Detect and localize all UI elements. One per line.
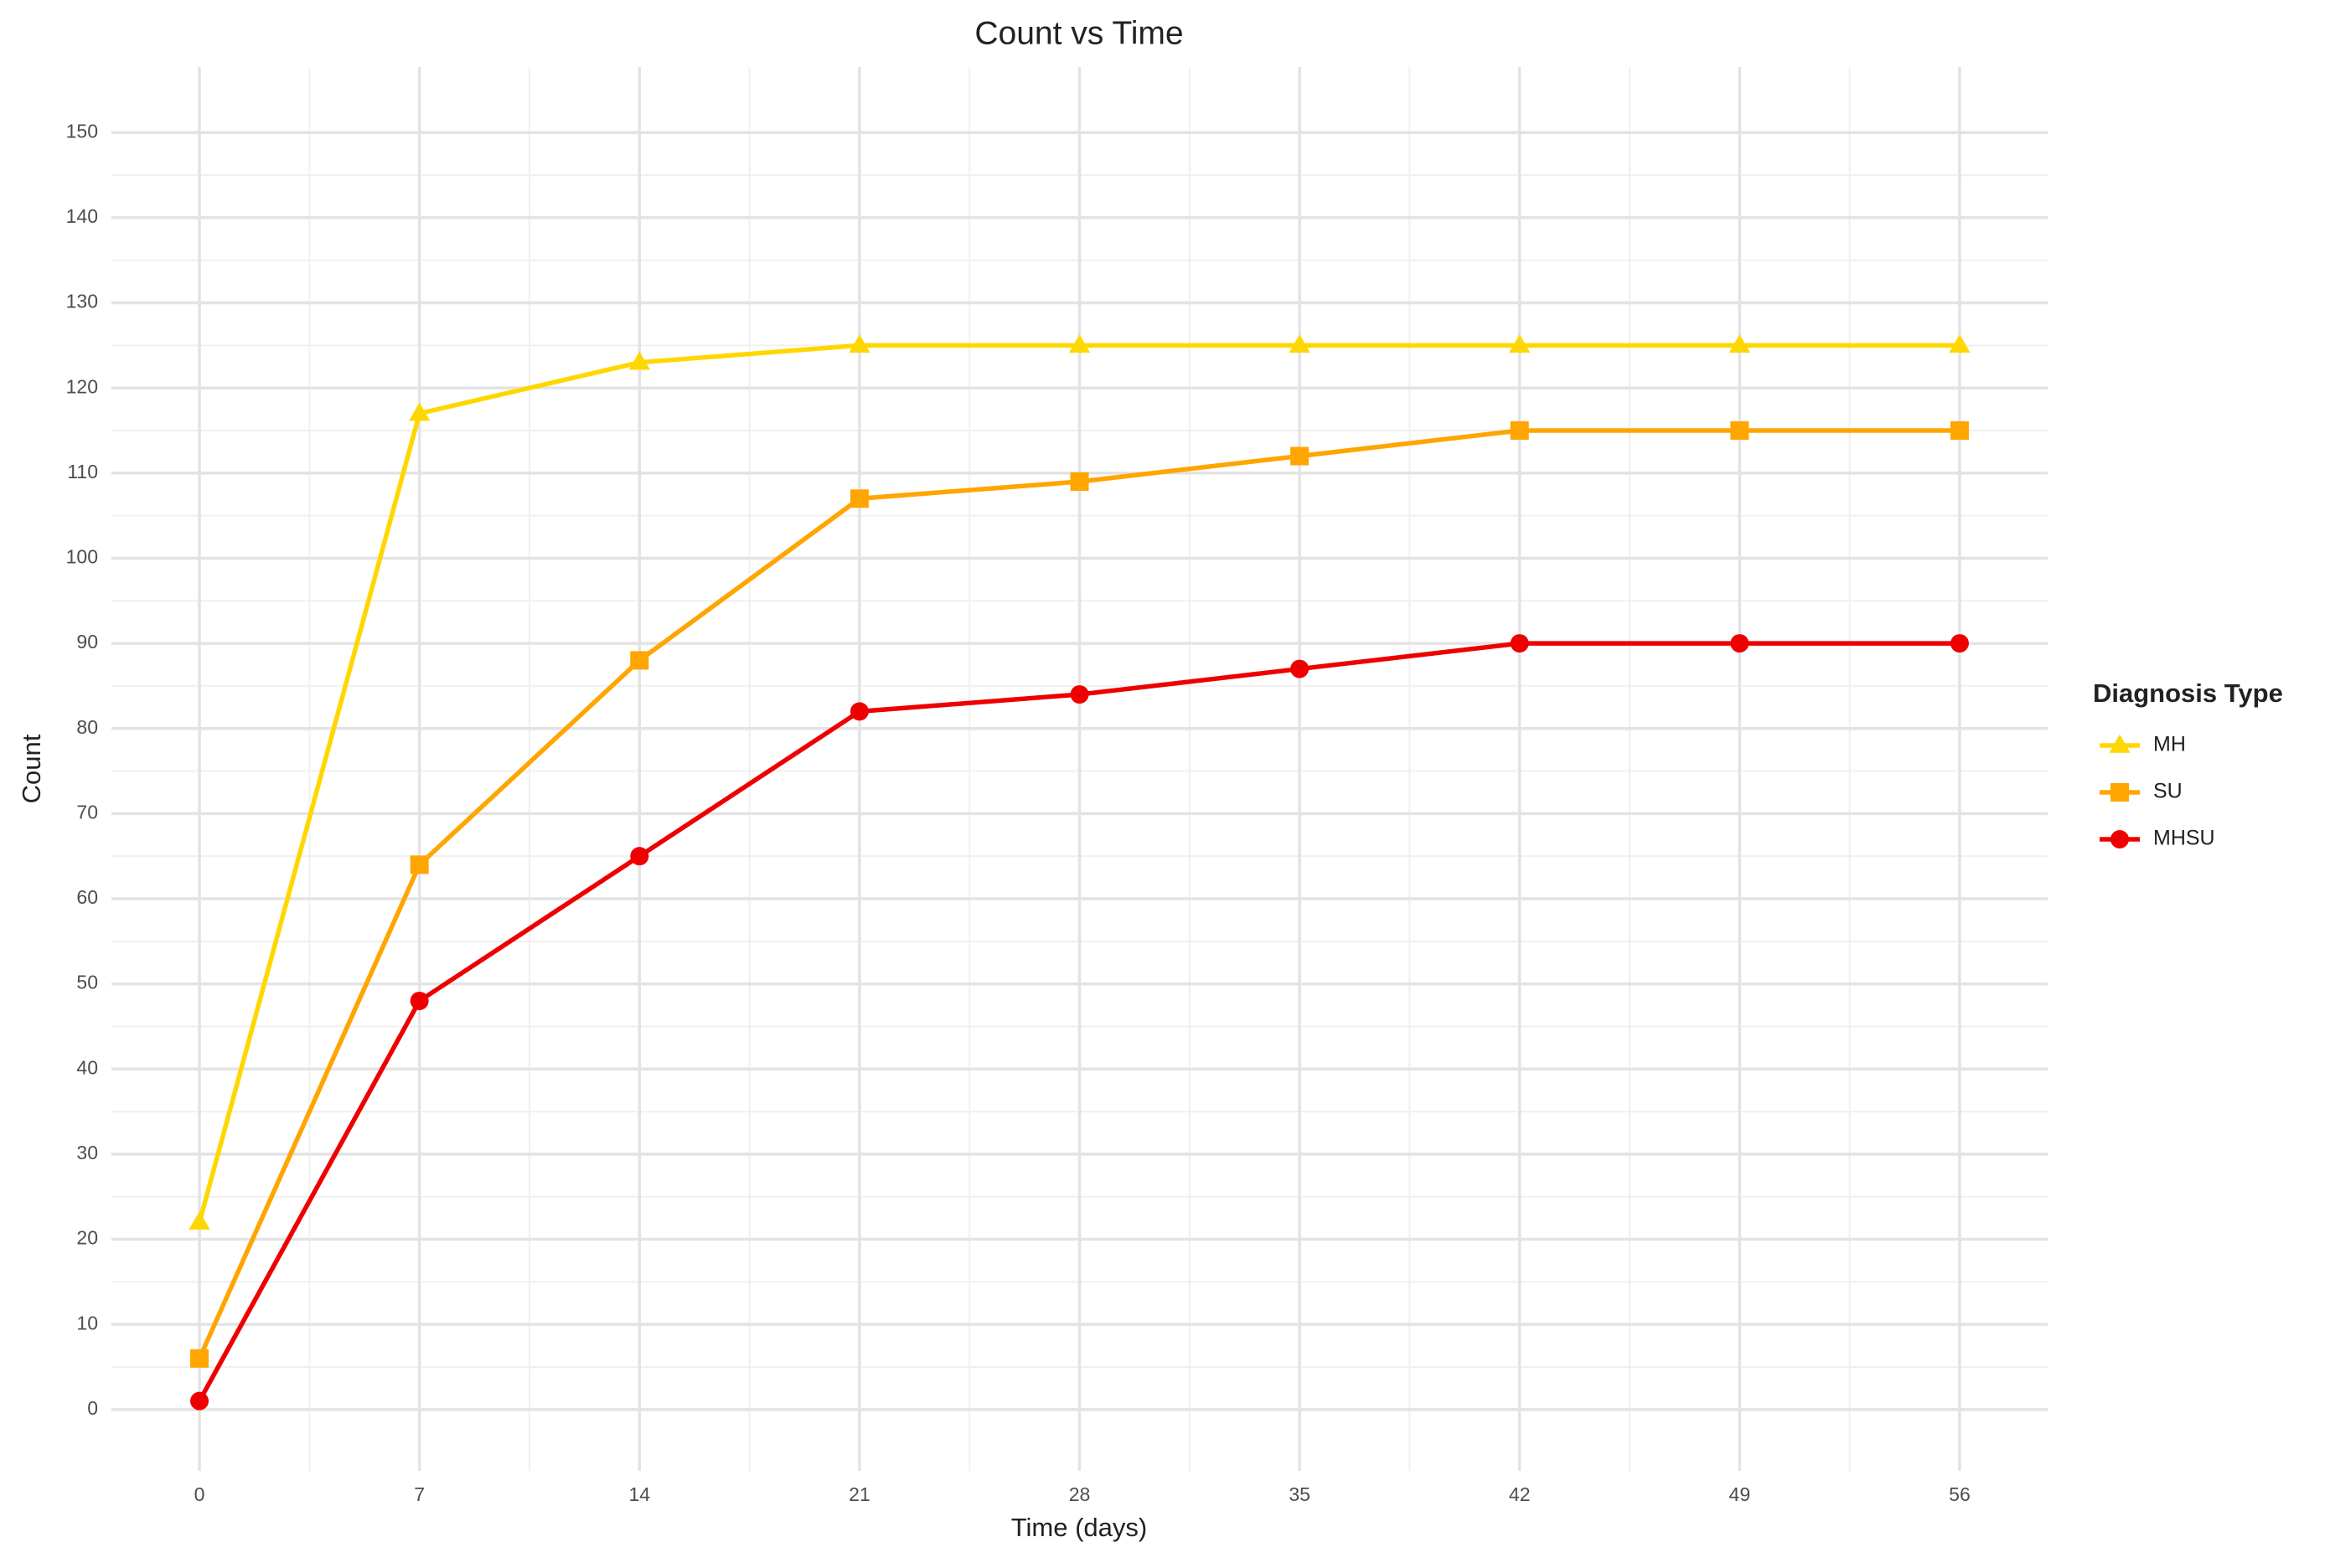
marker <box>1068 334 1091 353</box>
marker <box>409 402 431 421</box>
marker <box>1510 634 1529 653</box>
marker <box>850 702 869 721</box>
x-tick-label: 14 <box>628 1483 650 1505</box>
marker <box>190 1349 209 1368</box>
marker <box>849 334 871 353</box>
y-tick-label: 120 <box>66 375 98 397</box>
marker <box>1950 420 1969 440</box>
y-tick-label: 30 <box>76 1142 98 1163</box>
marker <box>628 351 650 370</box>
y-tick-label: 70 <box>76 801 98 823</box>
legend-item: SU <box>2100 780 2183 803</box>
y-axis-label: Count <box>17 734 46 803</box>
y-tick-label: 90 <box>76 631 98 652</box>
y-tick-label: 100 <box>66 546 98 568</box>
marker <box>630 847 649 866</box>
x-tick-label: 42 <box>1509 1483 1531 1505</box>
marker <box>2110 830 2129 848</box>
legend-item: MHSU <box>2100 827 2215 850</box>
marker <box>1290 446 1310 466</box>
marker <box>2110 783 2129 802</box>
y-tick-label: 20 <box>76 1227 98 1249</box>
y-tick-label: 40 <box>76 1056 98 1078</box>
y-tick-label: 110 <box>67 461 98 482</box>
marker <box>410 991 429 1010</box>
x-tick-label: 35 <box>1289 1483 1310 1505</box>
marker <box>1510 420 1529 440</box>
marker <box>189 1211 210 1230</box>
marker <box>1730 634 1749 653</box>
legend-title: Diagnosis Type <box>2093 678 2283 708</box>
marker <box>1728 334 1750 353</box>
chart-title: Count vs Time <box>974 15 1183 51</box>
plot-area <box>189 334 1971 1411</box>
x-tick-label: 21 <box>849 1483 871 1505</box>
y-tick-label: 80 <box>76 716 98 738</box>
legend-label: MH <box>2153 733 2186 756</box>
legend-label: SU <box>2153 780 2183 803</box>
x-tick-label: 28 <box>1069 1483 1091 1505</box>
y-tick-label: 140 <box>66 205 98 227</box>
x-tick-label: 0 <box>194 1483 205 1505</box>
marker <box>1290 659 1310 678</box>
y-tick-label: 150 <box>66 120 98 142</box>
marker <box>1070 472 1089 491</box>
marker <box>1950 634 1969 653</box>
legend-item: MH <box>2100 733 2186 756</box>
marker <box>850 489 869 508</box>
y-tick-label: 60 <box>76 886 98 908</box>
y-tick-label: 130 <box>66 291 98 312</box>
y-tick-label: 10 <box>76 1312 98 1333</box>
y-tick-label: 0 <box>87 1397 98 1419</box>
marker <box>2109 734 2131 753</box>
marker <box>630 651 649 670</box>
y-tick-label: 50 <box>76 972 98 993</box>
marker <box>1730 420 1749 440</box>
marker <box>1509 334 1531 353</box>
marker <box>1289 334 1310 353</box>
marker <box>190 1391 209 1411</box>
legend-label: MHSU <box>2153 827 2215 850</box>
x-tick-label: 7 <box>414 1483 425 1505</box>
x-axis-label: Time (days) <box>1011 1513 1147 1542</box>
x-tick-label: 49 <box>1729 1483 1751 1505</box>
x-tick-label: 56 <box>1949 1483 1971 1505</box>
marker <box>1949 334 1971 353</box>
marker <box>410 855 429 874</box>
marker <box>1070 685 1089 704</box>
grid: 0 7 14 21 28 35 42 49 56 0 10 20 30 40 50 60 70 80 90 100 11… <box>66 67 2048 1505</box>
